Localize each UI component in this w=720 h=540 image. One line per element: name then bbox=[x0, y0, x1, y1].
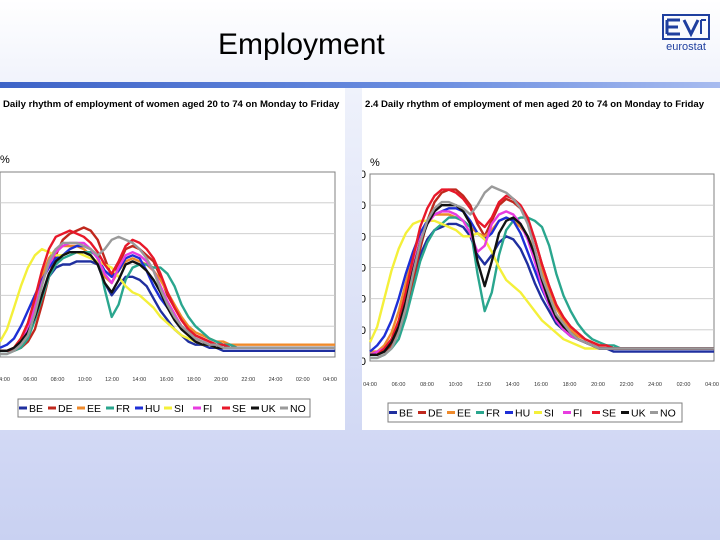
legend-label-uk: UK bbox=[261, 403, 276, 415]
x-tick-label: 06:00 bbox=[392, 382, 406, 388]
eurostat-logo-text: eurostat bbox=[666, 41, 706, 53]
series-line-no bbox=[370, 185, 714, 360]
x-tick-label: 20:00 bbox=[214, 377, 228, 383]
x-tick-label: 08:00 bbox=[420, 382, 434, 388]
x-tick-label: 14:00 bbox=[132, 377, 146, 383]
y-axis-unit-label: % bbox=[0, 154, 10, 166]
women-employment-chart: Daily rhythm of employment of women aged… bbox=[0, 99, 340, 418]
y-tick-label: 20 bbox=[362, 294, 366, 306]
x-tick-label: 04:00 bbox=[0, 377, 10, 383]
x-tick-label: 22:00 bbox=[241, 377, 255, 383]
legend-label-be: BE bbox=[399, 408, 413, 420]
legend-label-de: DE bbox=[428, 408, 443, 420]
legend-label-se: SE bbox=[602, 408, 616, 420]
x-tick-label: 02:00 bbox=[296, 377, 310, 383]
men-employment-chart: 2.4 Daily rhythm of employment of men ag… bbox=[354, 99, 719, 423]
eurostat-logo: eurostat bbox=[660, 14, 712, 54]
x-tick-label: 12:00 bbox=[477, 382, 491, 388]
x-tick-label: 22:00 bbox=[620, 382, 634, 388]
eurostat-logo-mark bbox=[662, 14, 710, 40]
legend-label-fr: FR bbox=[116, 403, 130, 415]
legend-label-ee: EE bbox=[457, 408, 471, 420]
x-tick-label: 10:00 bbox=[449, 382, 463, 388]
women-chart-panel: Daily rhythm of employment of women aged… bbox=[0, 88, 345, 430]
x-tick-label: 16:00 bbox=[534, 382, 548, 388]
x-tick-label: 12:00 bbox=[105, 377, 119, 383]
x-tick-label: 18:00 bbox=[563, 382, 577, 388]
legend-label-no: NO bbox=[660, 408, 676, 420]
x-tick-label: 06:00 bbox=[23, 377, 37, 383]
slide-title: Employment bbox=[218, 28, 385, 61]
men-chart-panel: 2.4 Daily rhythm of employment of men ag… bbox=[354, 88, 720, 430]
x-tick-label: 18:00 bbox=[187, 377, 201, 383]
x-tick-label: 10:00 bbox=[78, 377, 92, 383]
x-tick-label: 14:00 bbox=[506, 382, 520, 388]
x-tick-label: 24:00 bbox=[648, 382, 662, 388]
legend-label-fr: FR bbox=[486, 408, 500, 420]
chart-title: Daily rhythm of employment of women aged… bbox=[3, 99, 340, 110]
legend-label-si: SI bbox=[544, 408, 554, 420]
x-tick-label: 24:00 bbox=[269, 377, 283, 383]
chart-title: 2.4 Daily rhythm of employment of men ag… bbox=[365, 99, 705, 110]
y-tick-label: 60 bbox=[362, 169, 366, 181]
legend-label-hu: HU bbox=[145, 403, 160, 415]
series-line-be bbox=[0, 260, 335, 352]
legend-label-si: SI bbox=[174, 403, 184, 415]
legend-label-se: SE bbox=[232, 403, 246, 415]
x-tick-label: 04:00 bbox=[323, 377, 337, 383]
y-tick-label: 10 bbox=[362, 325, 366, 337]
legend-label-no: NO bbox=[290, 403, 306, 415]
legend-label-fi: FI bbox=[573, 408, 582, 420]
y-axis-unit-label: % bbox=[370, 157, 380, 169]
x-tick-label: 08:00 bbox=[51, 377, 65, 383]
legend-label-uk: UK bbox=[631, 408, 646, 420]
legend-label-de: DE bbox=[58, 403, 73, 415]
y-tick-label: 0 bbox=[362, 356, 366, 368]
y-tick-label: 30 bbox=[362, 263, 366, 275]
x-tick-label: 16:00 bbox=[160, 377, 174, 383]
series-line-be bbox=[370, 222, 714, 356]
x-tick-label: 02:00 bbox=[677, 382, 691, 388]
x-tick-label: 20:00 bbox=[591, 382, 605, 388]
y-tick-label: 40 bbox=[362, 231, 366, 243]
legend-label-hu: HU bbox=[515, 408, 530, 420]
legend-label-ee: EE bbox=[87, 403, 101, 415]
legend-label-be: BE bbox=[29, 403, 43, 415]
series-line-no bbox=[0, 235, 335, 356]
x-tick-label: 04:00 bbox=[705, 382, 719, 388]
legend-label-fi: FI bbox=[203, 403, 212, 415]
title-divider bbox=[0, 82, 720, 88]
x-tick-label: 04:00 bbox=[363, 382, 377, 388]
y-tick-label: 50 bbox=[362, 200, 366, 212]
